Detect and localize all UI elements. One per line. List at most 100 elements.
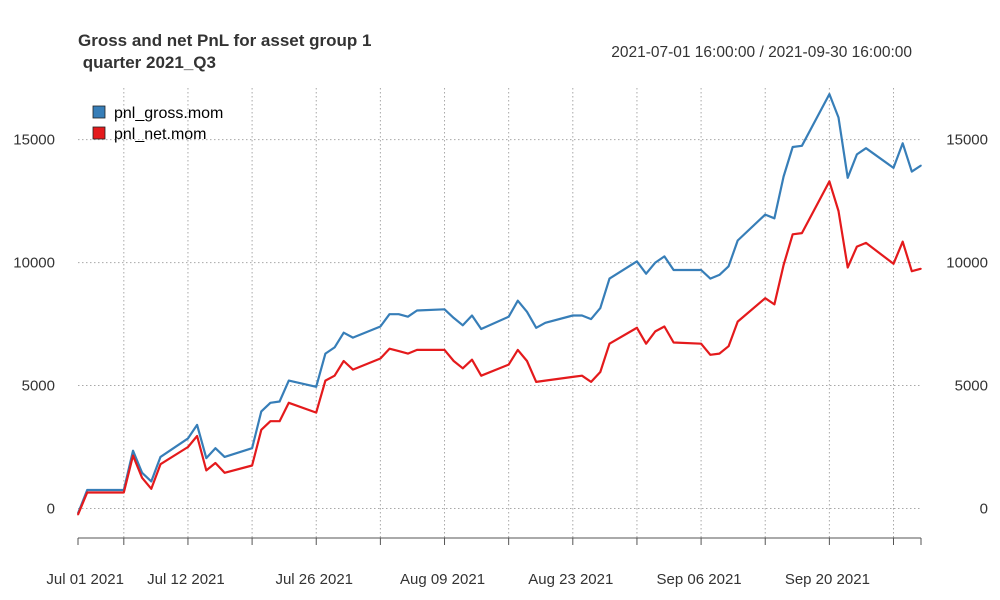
data-point: [342, 331, 345, 334]
x-tick-label: Sep 06 2021: [657, 571, 742, 588]
data-point: [764, 213, 767, 216]
grid-lines: [78, 88, 921, 538]
data-point: [801, 144, 803, 147]
x-axis: Jul 01 2021 Jul 12 2021 Jul 26 2021 Aug 09 …: [46, 537, 922, 588]
data-point: [260, 410, 263, 413]
data-point: [480, 328, 482, 330]
data-point: [251, 447, 253, 450]
data-point: [214, 447, 217, 450]
data-point: [773, 303, 776, 306]
data-point: [132, 449, 134, 452]
data-point: [517, 349, 519, 351]
data-point: [828, 180, 831, 183]
data-point: [352, 368, 354, 371]
x-tick-label: Sep 20 2021: [785, 571, 870, 588]
data-point: [590, 318, 592, 320]
data-point: [865, 147, 867, 150]
data-point: [645, 342, 647, 345]
data-point: [223, 472, 226, 474]
data-point: [471, 358, 473, 361]
data-point: [709, 354, 712, 356]
data-point: [379, 325, 382, 328]
y-tick-label-right: 5000: [955, 378, 988, 395]
data-point: [645, 272, 647, 275]
data-point: [590, 381, 592, 383]
x-tick-label: Aug 23 2021: [528, 571, 613, 588]
series-lines: [76, 92, 922, 516]
data-point: [801, 232, 803, 234]
data-point: [278, 400, 281, 403]
data-point: [471, 314, 473, 317]
data-point: [846, 266, 849, 269]
data-point: [407, 352, 409, 355]
y-tick-label-right: 15000: [946, 132, 988, 149]
data-point: [187, 437, 189, 440]
data-point: [205, 457, 208, 459]
data-point: [507, 363, 510, 366]
data-point: [700, 342, 702, 345]
data-point: [132, 454, 134, 457]
data-point: [718, 274, 721, 276]
data-point: [251, 464, 253, 467]
data-point: [535, 381, 537, 383]
data-point: [846, 176, 849, 179]
data-point: [663, 325, 666, 328]
data-point: [397, 350, 400, 352]
data-point: [727, 345, 730, 347]
data-point: [214, 462, 217, 464]
data-point: [141, 476, 143, 479]
data-point: [663, 255, 666, 258]
data-point: [333, 374, 336, 377]
data-point: [654, 330, 657, 333]
y-tick-label-left: 5000: [22, 378, 55, 395]
data-point: [672, 269, 675, 271]
data-point: [517, 299, 519, 302]
legend-swatch: [92, 126, 106, 140]
data-point: [581, 314, 583, 317]
data-point: [901, 142, 904, 145]
data-point: [342, 360, 345, 362]
data-point: [443, 349, 446, 351]
data-point: [892, 167, 895, 169]
data-point: [920, 164, 922, 167]
data-point: [324, 379, 327, 382]
data-point: [416, 349, 418, 351]
y-tick-label-right: 0: [980, 500, 988, 517]
data-point: [187, 446, 189, 448]
data-point: [856, 245, 858, 248]
data-point: [544, 322, 547, 324]
data-point: [764, 297, 767, 300]
y-axis-right: 0 5000 10000 15000: [946, 132, 988, 518]
data-point: [608, 277, 611, 280]
data-point: [526, 310, 528, 313]
data-point: [526, 360, 528, 362]
series-line-pnl-gross-mom: [76, 92, 922, 514]
data-point: [150, 488, 153, 490]
data-point: [856, 153, 858, 156]
data-point: [672, 341, 675, 344]
data-point: [791, 146, 794, 148]
y-tick-label-left: 15000: [13, 132, 55, 149]
data-point: [141, 472, 143, 474]
data-point: [388, 347, 391, 350]
data-point: [911, 270, 913, 272]
data-point: [443, 308, 446, 311]
data-point: [452, 360, 455, 362]
data-point: [287, 379, 290, 382]
data-point: [544, 379, 547, 382]
series-line-pnl-net-mom: [76, 180, 922, 516]
data-point: [572, 376, 574, 378]
y-tick-label-left: 10000: [13, 255, 55, 272]
data-point: [599, 307, 602, 309]
data-point: [77, 513, 79, 516]
data-point: [269, 420, 272, 422]
data-point: [480, 374, 482, 377]
data-point: [379, 357, 382, 360]
data-point: [736, 320, 739, 323]
data-point: [269, 401, 272, 404]
data-point: [581, 374, 583, 377]
data-point: [388, 313, 391, 316]
y-tick-label-right: 10000: [946, 255, 988, 272]
chart-subtitle: 2021-07-01 16:00:00 / 2021-09-30 16:00:0…: [611, 44, 912, 61]
